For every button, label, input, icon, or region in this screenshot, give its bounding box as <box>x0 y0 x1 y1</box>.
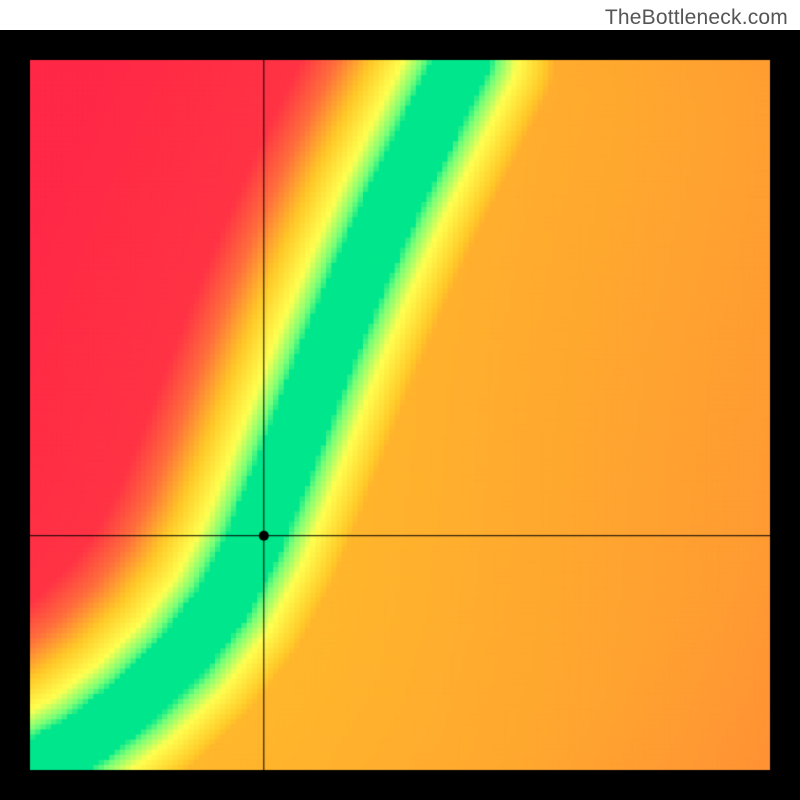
watermark-text: TheBottleneck.com <box>605 6 788 30</box>
chart-container: { "watermark": "TheBottleneck.com", "plo… <box>0 0 800 800</box>
bottleneck-heatmap <box>0 30 800 800</box>
